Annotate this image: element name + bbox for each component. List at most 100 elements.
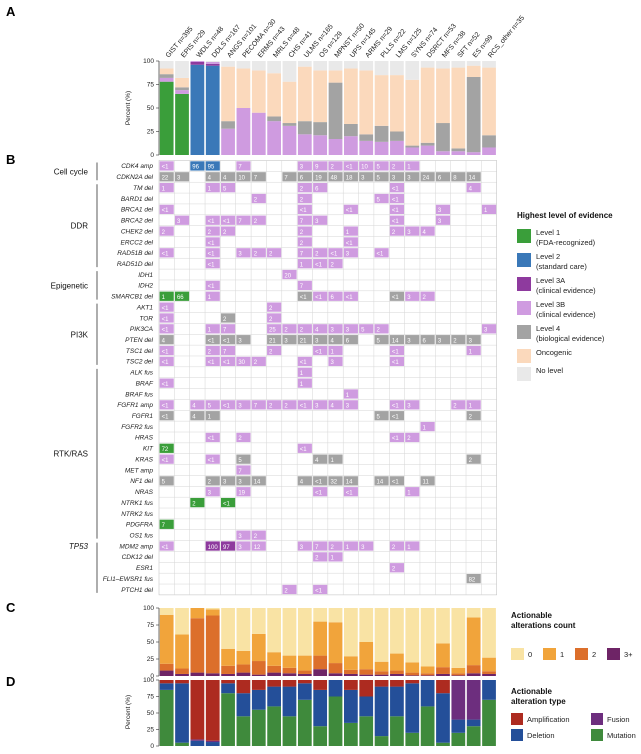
heatmap-cell-value: 1 [423,425,427,431]
bar-segment [482,608,496,658]
bar-segment [451,148,466,152]
bar-segment [251,680,266,690]
legend-b-title: Highest level of evidence [517,211,613,220]
legend-swatch [591,729,603,741]
heatmap-cell [343,237,358,247]
heatmap-cell [282,172,297,182]
heatmap-cell-value: 32 [330,480,337,486]
heatmap-cell-value: 1 [162,295,166,301]
heatmap-cell-value: 2 [254,219,258,225]
bar-segment [436,151,450,155]
row-label: FGFR1 [132,413,154,420]
heatmap-cell-value: <1 [346,165,354,171]
row-label: OS1 fus [130,532,154,539]
heatmap-cell-value: <1 [162,317,170,323]
bar-segment [313,669,328,676]
legend-swatch [517,253,531,267]
heatmap-cell-value: 30 [238,360,245,366]
heatmap-cell [389,183,404,193]
heatmap-cell [359,324,374,334]
heatmap-cell-value: 19 [238,491,245,497]
legend-c-title-2: alterations count [511,621,576,630]
heatmap-cell-value: 2 [315,556,319,562]
row-label: CHEK2 del [121,228,154,235]
bar-segment [359,680,374,697]
heatmap-cell [389,356,404,367]
bar-segment [405,147,420,155]
heatmap-cell-value: 1 [208,186,212,192]
heatmap-cell-value: <1 [162,458,170,464]
heatmap-cell-value: 2 [254,360,258,366]
bar-segment [390,75,404,132]
heatmap-cell [405,226,420,236]
bar-segment [190,608,205,619]
heatmap-cell-value: <1 [300,295,308,301]
bar-segment [390,686,404,717]
legend-label: Level 3B [536,300,565,309]
bar-segment [344,680,358,690]
row-label: NTRK1 fus [121,500,154,507]
heatmap-cell-value: 7 [162,523,166,529]
legend-d-title: Actionable [511,687,552,696]
heatmap-cell-value: <1 [162,382,170,388]
heatmap-cell-value: 3 [392,176,396,182]
panel-c-legend: Actionable alterations count 0 1 2 3+ [511,611,633,660]
heatmap-cell [159,302,174,312]
heatmap-cell-value: 2 [269,349,273,355]
heatmap-cell-value: <1 [223,219,231,225]
heatmap-cell [297,367,312,377]
heatmap-cell [267,313,282,323]
heatmap-cell [343,248,358,258]
bar-segment [436,673,450,676]
heatmap-cell-value: 3 [177,176,181,182]
heatmap-cell [451,335,466,345]
bar-segment [297,608,312,656]
heatmap-cell [159,378,174,388]
bar-segment [175,683,189,743]
heatmap-cell [221,345,236,356]
heatmap-cell [236,476,251,486]
heatmap-cell-value: <1 [162,165,170,171]
heatmap-cell-value: <1 [223,404,231,410]
heatmap-cell [343,204,358,214]
legend-swatch [517,301,531,315]
bar-segment [482,135,496,148]
heatmap-cell-value: <1 [208,262,216,268]
heatmap-cell-value: 3 [407,230,411,236]
heatmap-cell [405,400,420,410]
heatmap-cell [251,541,266,551]
legend-label: No level [536,366,563,375]
heatmap-cell [267,345,282,356]
bar-segment [282,608,297,656]
heatmap-cell [420,476,435,486]
heatmap-cell [174,172,190,182]
bar-segment [390,670,404,674]
bar-segment [159,680,174,684]
bar-segment [328,61,343,71]
bar-segment [190,61,205,65]
bar-segment [328,673,343,676]
heatmap-cell-value: 2 [423,295,427,301]
heatmap-cell [359,541,374,551]
row-label: CDKN2A del [116,174,153,181]
bar-segment [205,65,220,155]
y-tick-label: 0 [150,152,154,159]
legend-swatch [607,648,620,660]
bar-segment [159,670,174,676]
heatmap-cell [205,291,220,301]
heatmap-cell [159,172,174,182]
row-label: NTRK2 fus [121,511,154,518]
heatmap-cell-value: 3 [315,404,319,410]
row-label: PTCH1 del [121,587,153,594]
bar-segment [267,672,281,676]
heatmap-cell [297,356,312,367]
heatmap-cell-value: 1 [300,262,304,268]
heatmap-cell-value: 8 [453,176,457,182]
heatmap-cell [267,400,282,410]
heatmap-cell-value: 3 [238,534,242,540]
bar-segment [221,128,235,155]
heatmap-cell [205,541,220,551]
heatmap-cell [343,291,358,301]
row-label: ESR1 [136,565,153,572]
bar-segment [297,683,312,700]
